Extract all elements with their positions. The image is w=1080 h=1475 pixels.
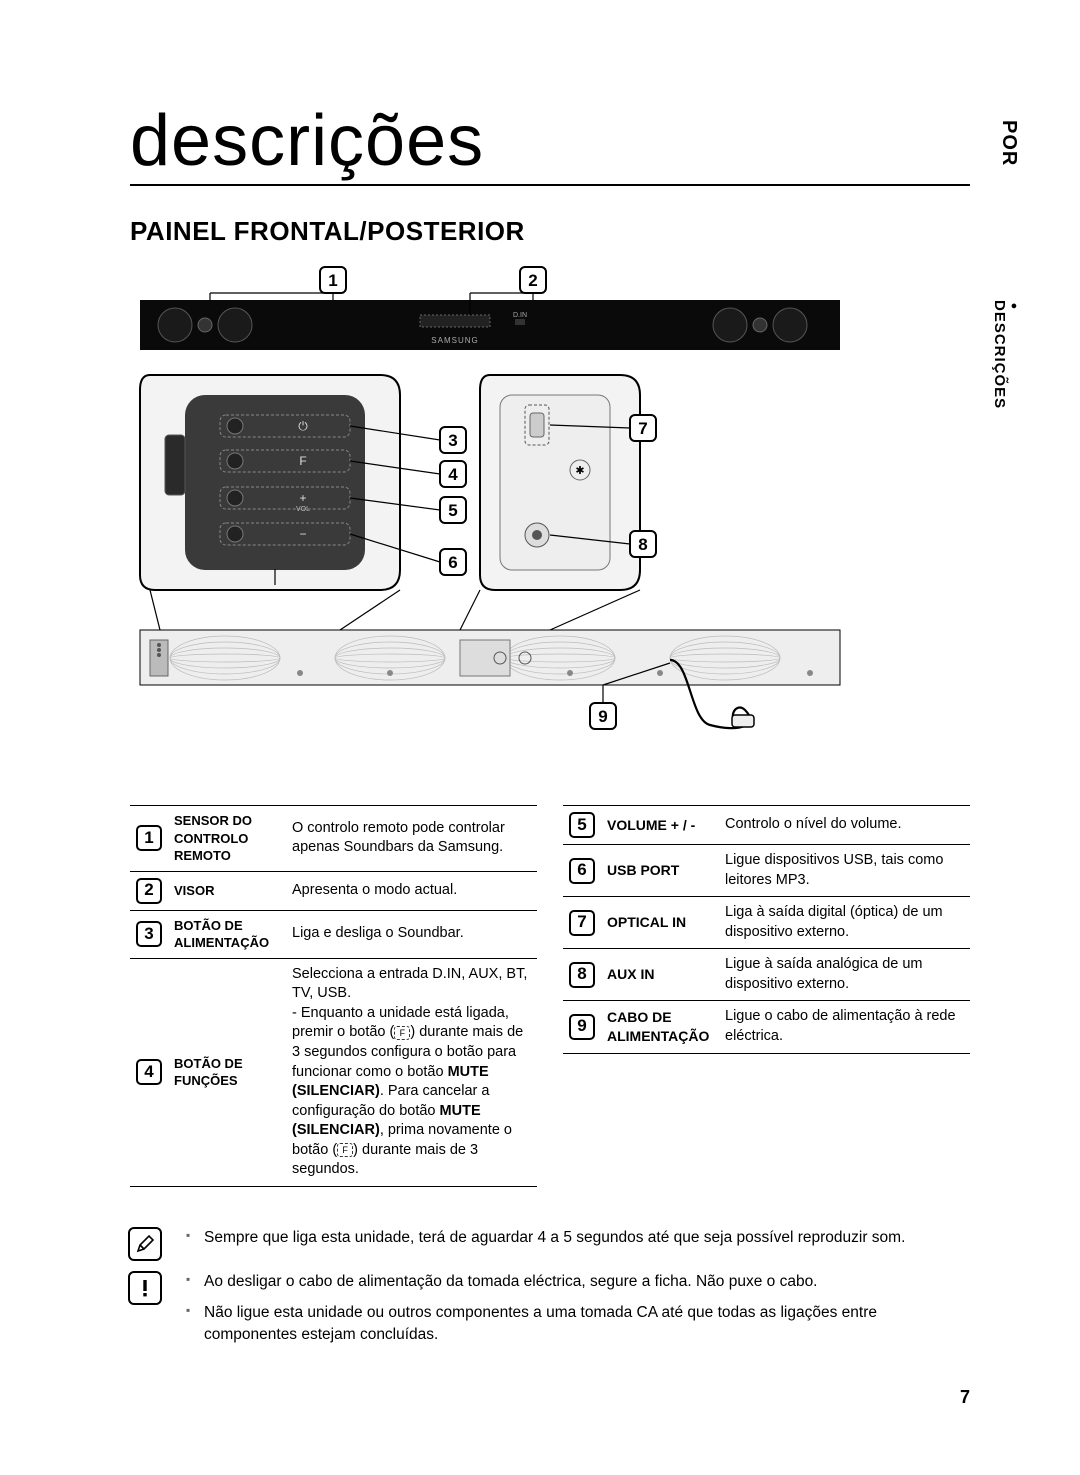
svg-text:6: 6: [448, 553, 457, 572]
table-row: 4BOTÃO DE FUNÇÕESSelecciona a entrada D.…: [130, 958, 537, 1186]
callout-number: 2: [136, 878, 162, 904]
feature-description: Ligue o cabo de alimentação à rede eléct…: [719, 1001, 970, 1053]
feature-table-left: 1SENSOR DO CONTROLO REMOTOO controlo rem…: [130, 805, 537, 1187]
callout-number: 6: [569, 858, 595, 884]
callout-3: 3: [440, 427, 466, 453]
feature-label: SENSOR DO CONTROLO REMOTO: [168, 806, 286, 872]
svg-text:2: 2: [528, 271, 537, 290]
callout-5: 5: [440, 497, 466, 523]
svg-text:7: 7: [638, 419, 647, 438]
note-warning: Ao desligar o cabo de alimentação da tom…: [130, 1271, 970, 1346]
sidebar-section: DESCRIÇÕES: [991, 300, 1020, 409]
table-row: 8AUX INLigue à saída analógica de um dis…: [563, 949, 970, 1001]
callout-number: 3: [136, 921, 162, 947]
feature-label: BOTÃO DE FUNÇÕES: [168, 958, 286, 1186]
callout-number: 9: [569, 1014, 595, 1040]
callout-2: 2: [520, 267, 546, 293]
feature-description: Controlo o nível do volume.: [719, 806, 970, 845]
feature-label: BOTÃO DE ALIMENTAÇÃO: [168, 910, 286, 958]
callout-4: 4: [440, 461, 466, 487]
note-item: Ao desligar o cabo de alimentação da tom…: [186, 1271, 970, 1293]
note-info: Sempre que liga esta unidade, terá de ag…: [130, 1227, 970, 1249]
feature-description: Ligue à saída analógica de um dispositiv…: [719, 949, 970, 1001]
callout-7: 7: [630, 415, 656, 441]
svg-text:+: +: [299, 491, 306, 505]
callout-6: 6: [440, 549, 466, 575]
table-row: 1SENSOR DO CONTROLO REMOTOO controlo rem…: [130, 806, 537, 872]
feature-table-right: 5VOLUME + / -Controlo o nível do volume.…: [563, 805, 970, 1187]
svg-text:D.IN: D.IN: [513, 312, 527, 319]
sidebar-language: POR: [997, 120, 1020, 166]
feature-label: AUX IN: [601, 949, 719, 1001]
svg-text:−: −: [299, 527, 306, 541]
feature-label: OPTICAL IN: [601, 897, 719, 949]
svg-text:⏻: ⏻: [298, 419, 308, 433]
feature-description: Ligue dispositivos USB, tais como leitor…: [719, 845, 970, 897]
section-heading: PAINEL FRONTAL/POSTERIOR: [130, 216, 970, 247]
table-row: 7OPTICAL INLiga à saída digital (óptica)…: [563, 897, 970, 949]
feature-tables: 1SENSOR DO CONTROLO REMOTOO controlo rem…: [130, 805, 970, 1187]
feature-description: O controlo remoto pode controlar apenas …: [286, 806, 537, 872]
callout-9: 9: [590, 703, 616, 729]
table-row: 2VISORApresenta o modo actual.: [130, 871, 537, 910]
svg-text:1: 1: [328, 271, 337, 290]
svg-text:3: 3: [448, 431, 457, 450]
feature-label: VISOR: [168, 871, 286, 910]
svg-text:9: 9: [598, 707, 607, 726]
notes-section: Sempre que liga esta unidade, terá de ag…: [130, 1227, 970, 1347]
svg-text:5: 5: [448, 501, 457, 520]
note-item: Sempre que liga esta unidade, terá de ag…: [186, 1227, 970, 1249]
callout-number: 5: [569, 812, 595, 838]
callout-number: 1: [136, 825, 162, 851]
feature-description: Liga e desliga o Soundbar.: [286, 910, 537, 958]
svg-text:4: 4: [448, 465, 458, 484]
callout-number: 7: [569, 910, 595, 936]
page-title: descrições: [130, 100, 970, 186]
exclamation-icon: [128, 1271, 162, 1305]
feature-label: VOLUME + / -: [601, 806, 719, 845]
table-row: 5VOLUME + / -Controlo o nível do volume.: [563, 806, 970, 845]
svg-text:SAMSUNG: SAMSUNG: [431, 336, 478, 345]
note-item: Não ligue esta unidade ou outros compone…: [186, 1302, 970, 1347]
feature-label: CABO DE ALIMENTAÇÃO: [601, 1001, 719, 1053]
svg-text:8: 8: [638, 535, 647, 554]
callout-8: 8: [630, 531, 656, 557]
feature-description: Selecciona a entrada D.IN, AUX, BT, TV, …: [286, 958, 537, 1186]
page-number: 7: [130, 1387, 970, 1408]
feature-description: Apresenta o modo actual.: [286, 871, 537, 910]
svg-text:F: F: [299, 454, 306, 468]
table-row: 6USB PORTLigue dispositivos USB, tais co…: [563, 845, 970, 897]
callout-number: 8: [569, 962, 595, 988]
feature-label: USB PORT: [601, 845, 719, 897]
svg-text:✱: ✱: [575, 465, 584, 477]
callout-1: 1: [320, 267, 346, 293]
callout-number: 4: [136, 1059, 162, 1085]
svg-text:VOL: VOL: [296, 506, 310, 513]
table-row: 3BOTÃO DE ALIMENTAÇÃOLiga e desliga o So…: [130, 910, 537, 958]
feature-description: Liga à saída digital (óptica) de um disp…: [719, 897, 970, 949]
product-diagram: SAMSUNG D.IN 1 2 ⏻ F + − VOL 3 4 5 6 ✱ 7 8 9: [130, 255, 970, 775]
table-row: 9CABO DE ALIMENTAÇÃOLigue o cabo de alim…: [563, 1001, 970, 1053]
pencil-icon: [128, 1227, 162, 1261]
